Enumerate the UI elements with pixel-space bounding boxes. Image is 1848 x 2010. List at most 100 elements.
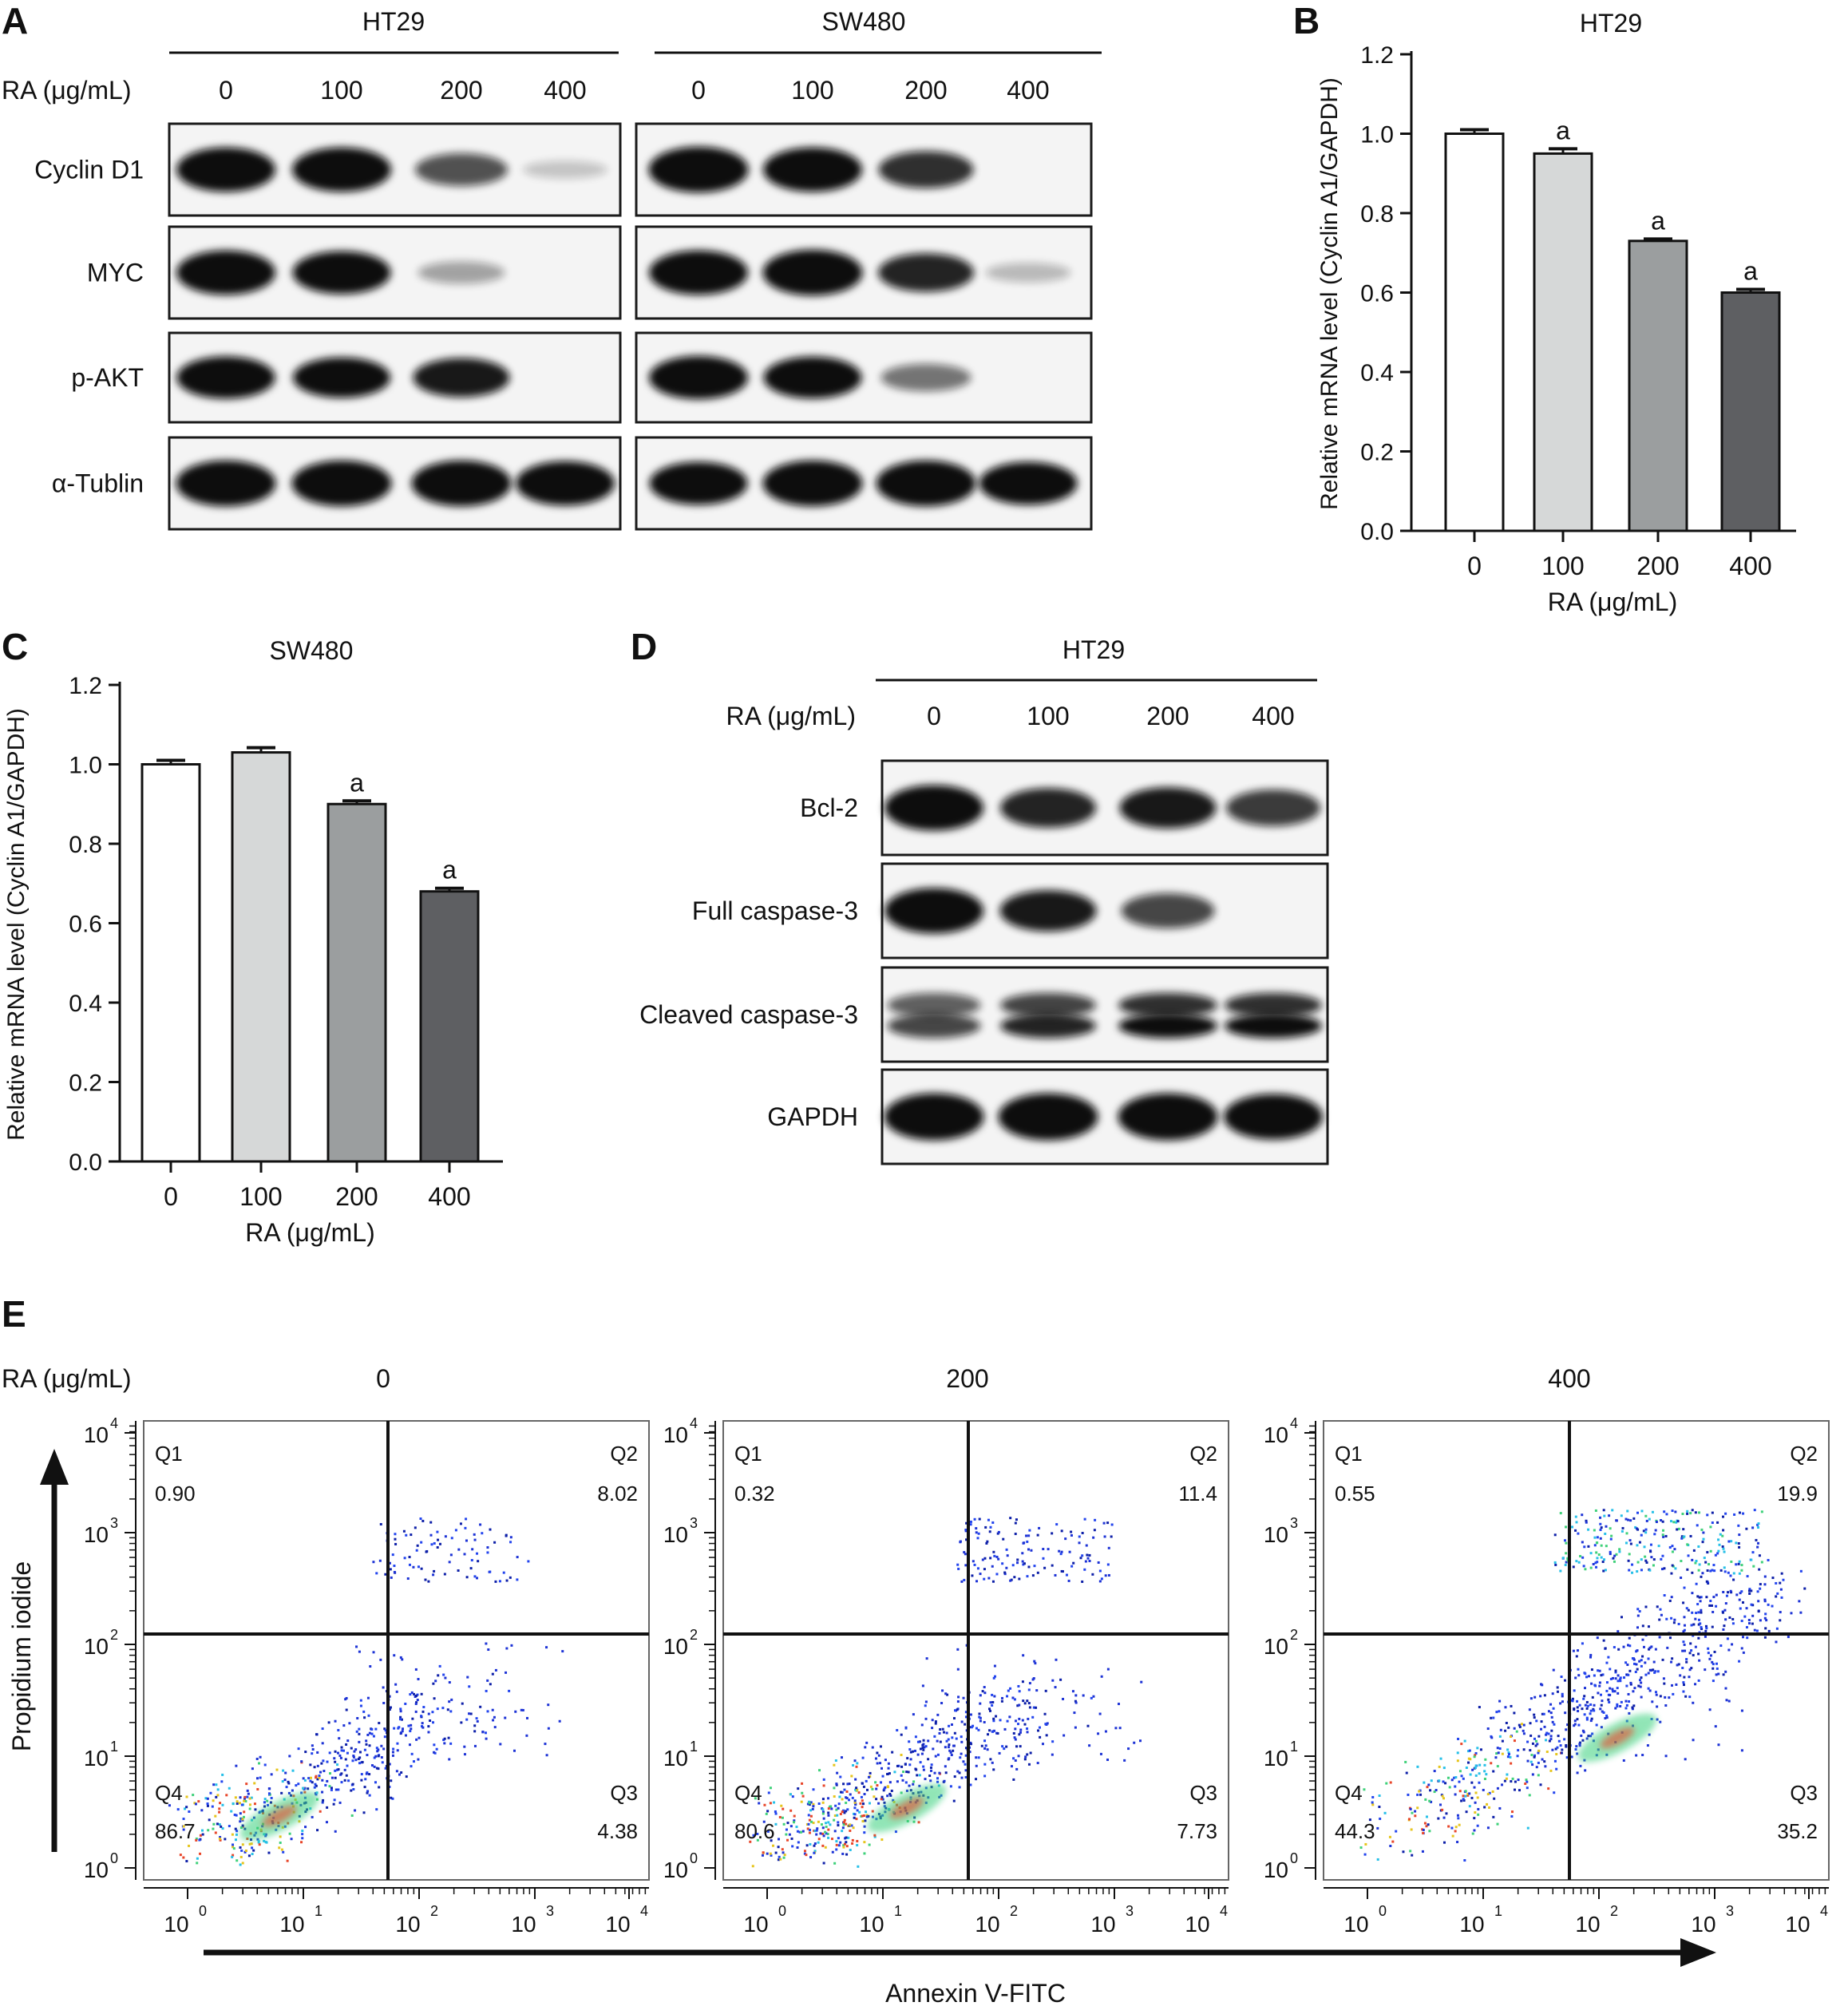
event-dot <box>922 1748 925 1751</box>
event-dot <box>851 1842 854 1845</box>
event-dot <box>1586 1704 1589 1707</box>
event-dot <box>991 1580 995 1583</box>
event-dot <box>1636 1511 1639 1514</box>
event-dot <box>1033 1565 1036 1568</box>
event-dot <box>1609 1550 1612 1553</box>
event-dot <box>793 1814 796 1818</box>
event-dot <box>989 1758 992 1761</box>
event-dot <box>981 1690 984 1693</box>
event-dot <box>558 1719 561 1723</box>
event-dot <box>957 1567 960 1570</box>
event-dot <box>374 1781 377 1784</box>
event-dot <box>383 1735 386 1739</box>
event-dot <box>473 1538 477 1541</box>
event-dot <box>1624 1517 1628 1521</box>
event-dot <box>893 1771 896 1774</box>
event-dot <box>527 1560 530 1563</box>
event-dot <box>1001 1745 1004 1748</box>
event-dot <box>1747 1618 1751 1621</box>
event-dot <box>1027 1763 1031 1766</box>
event-dot <box>827 1807 830 1810</box>
event-dot <box>841 1790 844 1794</box>
event-dot <box>800 1830 803 1834</box>
event-dot <box>1454 1830 1457 1833</box>
event-dot <box>1450 1779 1454 1782</box>
cell-line-label-ht29: HT29 <box>362 7 425 36</box>
event-dot <box>408 1556 411 1559</box>
event-dot <box>945 1731 948 1735</box>
event-dot <box>415 1549 418 1552</box>
event-dot <box>1602 1639 1605 1642</box>
y-tick-label: 10 <box>1264 1522 1288 1547</box>
event-dot <box>1092 1695 1095 1698</box>
blot-sw480-0 <box>635 122 1093 217</box>
event-dot <box>1446 1776 1450 1779</box>
event-dot <box>924 1704 927 1707</box>
event-dot <box>1114 1727 1118 1730</box>
event-dot <box>993 1695 996 1698</box>
y-tick-exponent: 2 <box>110 1627 118 1643</box>
event-dot <box>1620 1700 1623 1703</box>
blot-membrane <box>880 1068 1329 1165</box>
event-dot <box>1653 1533 1656 1536</box>
event-dot <box>1029 1751 1032 1755</box>
event-dot <box>1631 1563 1634 1566</box>
event-dot <box>433 1541 436 1545</box>
event-dot <box>352 1788 355 1791</box>
event-dot <box>1592 1707 1595 1711</box>
event-dot <box>955 1737 958 1740</box>
event-dot <box>1627 1673 1630 1676</box>
event-dot <box>1691 1611 1694 1614</box>
event-dot <box>185 1806 188 1809</box>
event-dot <box>1513 1788 1516 1791</box>
event-dot <box>948 1724 951 1727</box>
event-dot <box>962 1760 965 1763</box>
event-dot <box>421 1710 425 1713</box>
event-dot <box>1636 1608 1640 1611</box>
quadrant-name-q4: Q4 <box>1335 1781 1363 1805</box>
event-dot <box>300 1841 303 1844</box>
event-dot <box>427 1731 430 1734</box>
event-dot <box>1730 1560 1733 1563</box>
event-dot <box>808 1831 811 1834</box>
quadrant-value-q4: 44.3 <box>1335 1819 1375 1843</box>
event-dot <box>1511 1777 1514 1780</box>
event-dot <box>845 1822 848 1826</box>
event-dot <box>1022 1699 1025 1703</box>
event-dot <box>1661 1554 1664 1557</box>
event-dot <box>952 1717 956 1720</box>
event-dot <box>1028 1529 1031 1532</box>
event-dot <box>479 1523 482 1526</box>
event-dot <box>888 1772 891 1775</box>
event-dot <box>925 1657 928 1660</box>
x-tick-label: 100 <box>1541 552 1584 580</box>
event-dot <box>1751 1614 1755 1617</box>
event-dot <box>1782 1578 1785 1581</box>
event-dot <box>797 1841 800 1844</box>
event-dot <box>410 1727 413 1731</box>
event-dot <box>1017 1723 1020 1726</box>
event-dot <box>1504 1729 1507 1732</box>
event-dot <box>913 1749 916 1752</box>
event-dot <box>1448 1786 1451 1789</box>
event-dot <box>393 1570 396 1573</box>
event-dot <box>1427 1823 1430 1826</box>
event-dot <box>234 1827 237 1830</box>
event-dot <box>1711 1511 1714 1514</box>
event-dot <box>1081 1554 1084 1557</box>
event-dot <box>815 1829 818 1832</box>
event-dot <box>963 1578 966 1581</box>
event-dot <box>996 1532 999 1535</box>
event-dot <box>398 1718 402 1721</box>
event-dot <box>302 1777 305 1780</box>
event-dot <box>1682 1528 1685 1531</box>
event-dot <box>1548 1739 1551 1743</box>
event-dot <box>1628 1636 1631 1640</box>
event-dot <box>1698 1563 1701 1566</box>
event-dot <box>948 1749 952 1752</box>
event-dot <box>309 1763 312 1767</box>
event-dot <box>1573 1707 1576 1711</box>
event-dot <box>311 1781 314 1784</box>
event-dot <box>1692 1549 1696 1552</box>
